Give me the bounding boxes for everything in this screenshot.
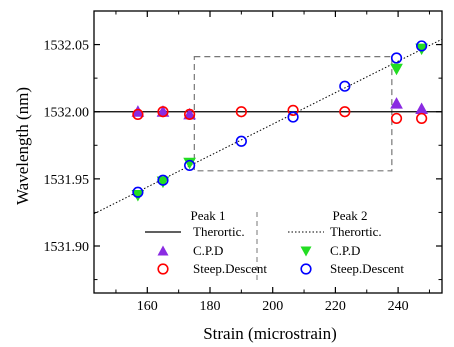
peak2-steep-descent-point-7 — [416, 40, 428, 52]
peak1-steep-descent-point-0 — [132, 108, 144, 120]
peak2-steep-descent-point-4 — [287, 111, 299, 123]
peak1-c-p-d-point-0 — [131, 105, 145, 117]
y-tick-label: 1532.00 — [44, 106, 90, 121]
legend-peak2-marker-1 — [300, 246, 312, 257]
legend-peak2-label-1: C.P.D — [330, 243, 360, 258]
y-tick-label: 1531.95 — [44, 173, 90, 188]
y-axis-title: Wavelength (nm) — [13, 87, 32, 205]
legend-peak1-label-1: C.P.D — [193, 243, 223, 258]
legend-peak1-marker-1 — [157, 245, 169, 256]
peak1-c-p-d-point-3 — [390, 97, 403, 109]
peak2-steep-descent-point-6 — [390, 52, 403, 64]
legend-header-1: Peak 1 — [190, 208, 225, 223]
x-tick-label: 160 — [137, 299, 158, 314]
peak1-steep-descent-point-6 — [390, 112, 403, 125]
peak1-steep-descent-point-7 — [416, 112, 428, 125]
peak1-steep-descent-point-1 — [157, 106, 169, 118]
peak2-steep-descent-point-5 — [339, 80, 351, 92]
peak2-c-p-d-point-3 — [390, 63, 403, 76]
y-tick-label: 1532.05 — [44, 39, 90, 54]
x-tick-label: 180 — [200, 299, 221, 314]
peak1-steep-descent-point-4 — [287, 104, 299, 116]
peak1-steep-descent-point-5 — [339, 106, 351, 118]
x-tick-label: 240 — [388, 299, 409, 314]
x-tick-label: 220 — [325, 299, 346, 314]
peak2-steep-descent-point-1 — [157, 174, 169, 186]
plot-frame — [93, 10, 443, 294]
legend-peak1-marker-2 — [157, 263, 169, 275]
peak2-c-p-d-point-1 — [156, 176, 170, 189]
peak2-steep-descent-point-2 — [184, 159, 196, 172]
legend-peak1-label-0: Therortic. — [193, 224, 245, 239]
y-tick-label: 1531.90 — [44, 240, 90, 255]
legend-peak2-label-0: Therortic. — [330, 224, 382, 239]
legend-peak2-label-2: Steep.Descent — [330, 261, 404, 276]
peak2-c-p-d-point-0 — [131, 189, 145, 202]
zoom-box — [193, 56, 393, 172]
x-tick-label: 200 — [262, 299, 283, 314]
peak1-steep-descent-point-3 — [235, 106, 247, 118]
x-axis-title: Strain (microstrain) — [203, 324, 337, 343]
legend-peak2-marker-2 — [300, 263, 312, 275]
legend-header-2: Peak 2 — [332, 208, 367, 223]
peak2-steep-descent-point-3 — [235, 135, 247, 147]
peak2-c-p-d-point-4 — [415, 43, 428, 56]
peak1-steep-descent-point-2 — [184, 108, 196, 120]
legend-peak1-label-2: Steep.Descent — [193, 261, 267, 276]
peak2-steep-descent-point-0 — [132, 186, 144, 198]
